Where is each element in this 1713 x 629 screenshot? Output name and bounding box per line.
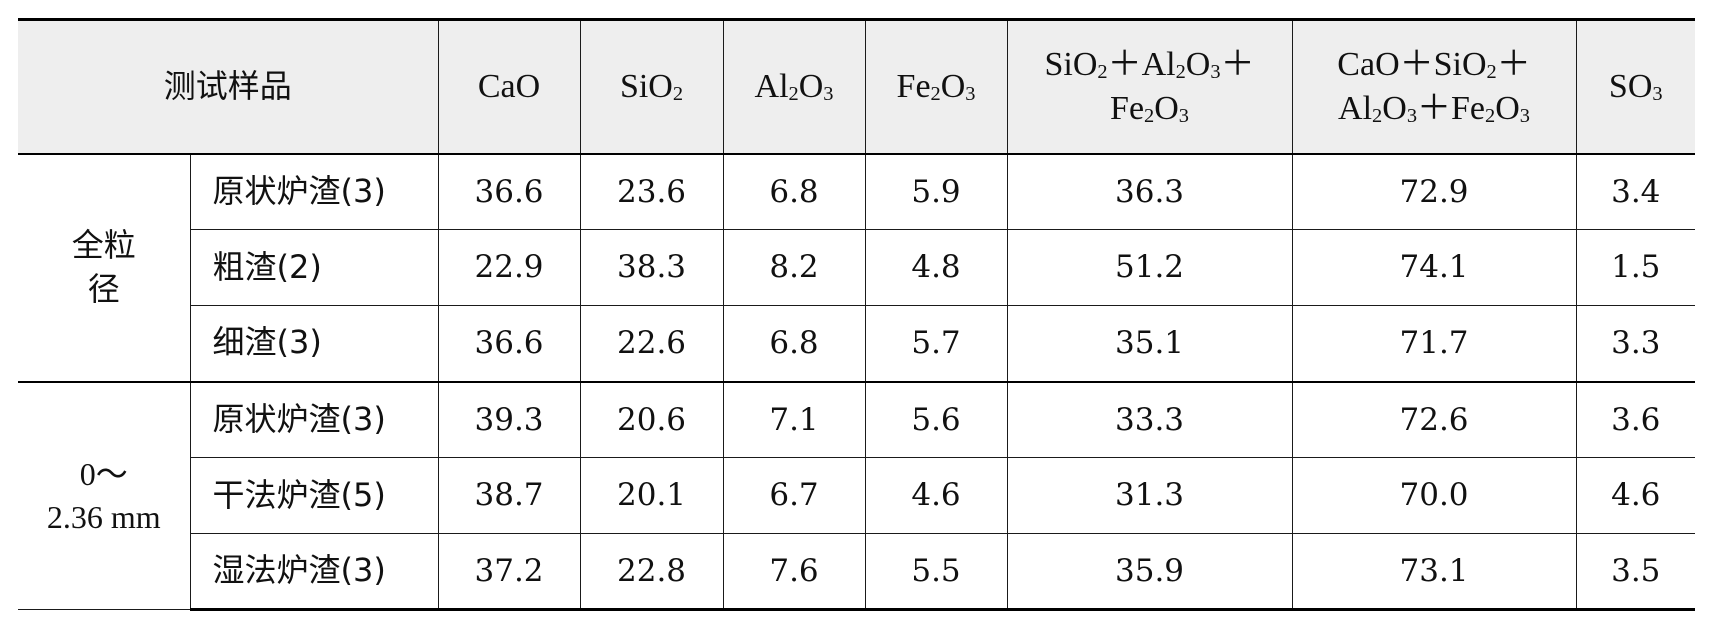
cao-value: 22.9 (437, 229, 581, 306)
sum4-value: 72.6 (1291, 380, 1577, 458)
al2o3-value: 6.7 (722, 457, 866, 534)
sio2-value: 22.6 (579, 305, 724, 382)
header-al2o3: Al2O3 (722, 18, 866, 154)
sum3-value: 51.2 (1006, 229, 1293, 306)
sio2-value: 20.1 (579, 457, 724, 534)
sum4-value: 70.0 (1291, 457, 1577, 534)
table-row: 湿法炉渣(3) 37.2 22.8 7.6 5.5 35.9 73.1 3.5 (18, 533, 1696, 611)
sum3-value: 36.3 (1006, 152, 1293, 230)
sum4-value: 74.1 (1291, 229, 1577, 306)
composition-table: 测试样品 CaO SiO2 Al2O3 Fe2O3 SiO2＋Al2O3＋ Fe… (18, 18, 1696, 611)
sample-name: 湿法炉渣(3) (189, 533, 439, 611)
al2o3-value: 6.8 (722, 305, 866, 382)
header-total-oxides: CaO＋SiO2＋ Al2O3＋Fe2O3 (1291, 18, 1577, 154)
header-fe2o3: Fe2O3 (864, 18, 1008, 154)
header-so3: SO3 (1575, 18, 1696, 154)
so3-value: 4.6 (1575, 457, 1696, 534)
header-sample: 测试样品 (18, 18, 439, 154)
cao-value: 37.2 (437, 533, 581, 611)
fe2o3-value: 5.5 (864, 533, 1008, 611)
group-label-full-size: 全粒径 (18, 152, 191, 382)
fe2o3-value: 4.6 (864, 457, 1008, 534)
sample-name: 原状炉渣(3) (189, 380, 439, 458)
cao-value: 38.7 (437, 457, 581, 534)
so3-value: 3.4 (1575, 152, 1696, 230)
al2o3-value: 6.8 (722, 152, 866, 230)
table-row: 全粒径 原状炉渣(3) 36.6 23.6 6.8 5.9 36.3 72.9 … (18, 152, 1696, 382)
group-label-fine-fraction: 0～ 2.36 mm (18, 380, 191, 610)
so3-value: 1.5 (1575, 229, 1696, 306)
sum3-value: 35.9 (1006, 533, 1293, 611)
cao-value: 36.6 (437, 152, 581, 230)
sio2-value: 20.6 (579, 380, 724, 458)
sio2-value: 22.8 (579, 533, 724, 611)
sum4-value: 71.7 (1291, 305, 1577, 382)
header-cao: CaO (437, 18, 581, 154)
so3-value: 3.6 (1575, 380, 1696, 458)
sample-name: 粗渣(2) (189, 229, 439, 306)
al2o3-value: 7.6 (722, 533, 866, 611)
table-row: 干法炉渣(5) 38.7 20.1 6.7 4.6 31.3 70.0 4.6 (18, 457, 1696, 534)
al2o3-value: 7.1 (722, 380, 866, 458)
table-row: 0～ 2.36 mm 原状炉渣(3) 39.3 20.6 7.1 5.6 33.3… (18, 380, 1696, 610)
fe2o3-value: 5.9 (864, 152, 1008, 230)
sum3-value: 35.1 (1006, 305, 1293, 382)
sum3-value: 33.3 (1006, 380, 1293, 458)
sum3-value: 31.3 (1006, 457, 1293, 534)
table-row: 细渣(3) 36.6 22.6 6.8 5.7 35.1 71.7 3.3 (18, 305, 1696, 382)
sum4-value: 72.9 (1291, 152, 1577, 230)
sum4-value: 73.1 (1291, 533, 1577, 611)
header-row: 测试样品 CaO SiO2 Al2O3 Fe2O3 SiO2＋Al2O3＋ Fe… (18, 18, 1696, 154)
fe2o3-value: 5.7 (864, 305, 1008, 382)
so3-value: 3.5 (1575, 533, 1696, 611)
fe2o3-value: 4.8 (864, 229, 1008, 306)
so3-value: 3.3 (1575, 305, 1696, 382)
table-row: 粗渣(2) 22.9 38.3 8.2 4.8 51.2 74.1 1.5 (18, 229, 1696, 306)
header-sio2: SiO2 (579, 18, 724, 154)
sample-name: 原状炉渣(3) (189, 152, 439, 230)
cao-value: 39.3 (437, 380, 581, 458)
header-sio2-al2o3-fe2o3: SiO2＋Al2O3＋ Fe2O3 (1006, 18, 1293, 154)
al2o3-value: 8.2 (722, 229, 866, 306)
sample-name: 细渣(3) (189, 305, 439, 382)
sample-name: 干法炉渣(5) (189, 457, 439, 534)
sio2-value: 38.3 (579, 229, 724, 306)
sio2-value: 23.6 (579, 152, 724, 230)
fe2o3-value: 5.6 (864, 380, 1008, 458)
cao-value: 36.6 (437, 305, 581, 382)
